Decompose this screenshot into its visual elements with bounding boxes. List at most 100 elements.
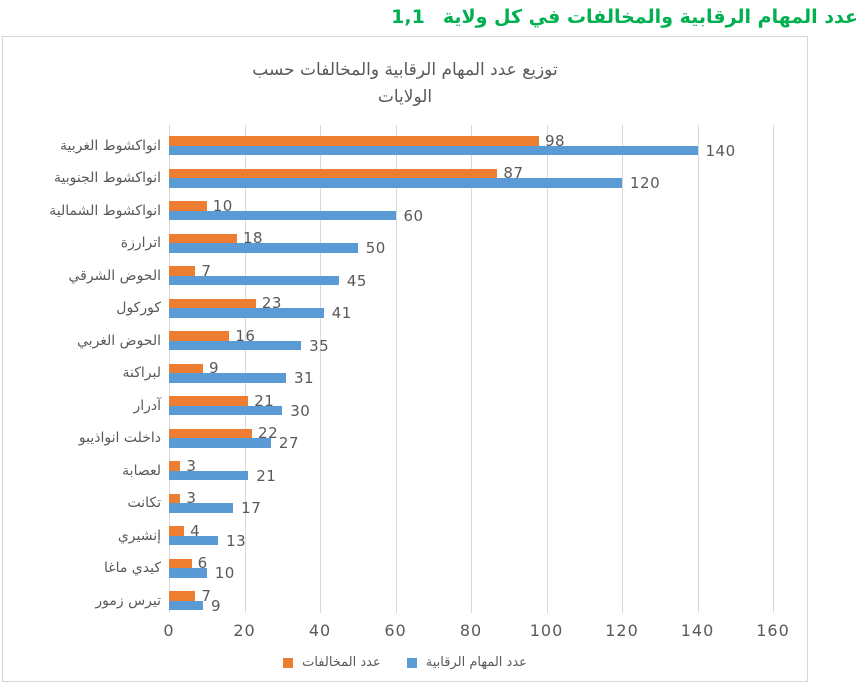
legend-swatch-missions: [406, 657, 417, 668]
gridline: [622, 125, 623, 613]
chart-legend: عدد المخالفات عدد المهام الرقابية: [3, 655, 807, 670]
chart-title-line2: الولايات: [377, 87, 433, 107]
category-label: انواكشوط الجنوبية: [54, 170, 161, 187]
category-label: كوركول: [116, 300, 161, 317]
gridline: [320, 125, 321, 613]
legend-item: عدد المخالفات: [283, 655, 381, 670]
value-label-violations: 16: [235, 326, 256, 345]
bar-violations: [169, 233, 237, 244]
bar-missions: [169, 340, 302, 351]
gridline: [546, 125, 548, 613]
bar-missions: [169, 210, 396, 221]
bar-missions: [169, 308, 324, 318]
value-label-missions: 30: [290, 401, 311, 420]
x-tick-label: 20: [233, 621, 256, 640]
bar-missions: [169, 568, 207, 578]
chart-frame: توزيع عدد المهام الرقابية والمخالفات حسب…: [2, 36, 808, 682]
value-label-missions: 27: [278, 434, 300, 453]
value-label-missions: 17: [241, 499, 262, 518]
value-label-violations: 10: [212, 196, 233, 215]
bar-violations: [169, 298, 256, 309]
value-label-violations: 18: [242, 229, 264, 248]
gridline: [395, 125, 397, 613]
bar-violations: [169, 396, 249, 406]
value-label-violations: 3: [186, 489, 197, 508]
bar-violations: [169, 461, 181, 471]
value-label-missions: 50: [365, 239, 386, 258]
bar-violations: [169, 168, 498, 179]
x-tick-label: 140: [680, 621, 715, 640]
x-tick-label: 100: [529, 621, 564, 640]
bar-missions: [169, 373, 287, 383]
bar-violations: [169, 331, 230, 341]
category-label: الحوض الشرقي: [68, 267, 161, 284]
value-label-violations: 4: [190, 521, 201, 540]
x-tick-label: 60: [384, 621, 407, 640]
bar-missions: [169, 243, 358, 253]
bar-missions: [169, 470, 249, 481]
category-label: آدرار: [133, 397, 161, 414]
x-tick-label: 160: [756, 621, 790, 640]
x-tick-label: 80: [459, 621, 483, 640]
legend-label: عدد المهام الرقابية: [425, 655, 527, 670]
value-label-missions: 21: [256, 466, 277, 485]
legend-item: عدد المهام الرقابية: [406, 655, 527, 670]
bar-missions: [169, 178, 622, 188]
gridline: [697, 125, 699, 613]
bar-missions: [169, 503, 234, 513]
gridline: [471, 125, 472, 613]
bar-missions: [169, 145, 698, 155]
value-label-violations: 9: [208, 359, 220, 378]
category-label: لبراكنة: [122, 365, 161, 382]
category-label: إنشيري: [117, 527, 161, 544]
value-label-violations: 98: [544, 131, 566, 150]
category-label: تيرس زمور: [95, 592, 161, 609]
legend-swatch-violations: [283, 657, 294, 668]
category-label: انواكشوط الشمالية: [49, 202, 161, 219]
chart-title: توزيع عدد المهام الرقابية والمخالفات حسب…: [3, 57, 807, 111]
value-label-violations: 3: [186, 456, 197, 475]
category-label: الحوض الغربي: [77, 332, 161, 349]
value-label-missions: 10: [214, 564, 235, 583]
value-label-missions: 35: [309, 336, 330, 355]
category-label: انواكشوط الغربية: [60, 137, 161, 154]
value-label-violations: 6: [197, 554, 208, 573]
value-label-missions: 31: [294, 369, 315, 388]
category-label: داخلت انواذيبو: [78, 430, 161, 447]
bar-missions: [169, 535, 219, 546]
x-tick-label: 0: [163, 621, 175, 640]
category-label: اترارزة: [120, 235, 161, 252]
value-label-missions: 45: [346, 271, 367, 290]
x-tick-label: 40: [308, 621, 332, 640]
category-label: لعصابة: [122, 462, 161, 479]
value-label-missions: 9: [210, 596, 222, 615]
legend-label: عدد المخالفات: [302, 655, 381, 670]
section-number: 1,1: [391, 6, 425, 28]
bar-violations: [169, 201, 207, 211]
bar-missions: [169, 438, 271, 448]
bar-violations: [169, 558, 192, 569]
value-label-missions: 120: [630, 174, 661, 193]
value-label-missions: 60: [403, 206, 424, 225]
bar-violations: [169, 526, 185, 536]
bar-violations: [169, 266, 196, 276]
bar-violations: [169, 136, 539, 146]
bar-missions: [169, 405, 283, 416]
x-tick-label: 120: [605, 621, 639, 640]
value-label-missions: 41: [331, 304, 352, 323]
value-label-missions: 140: [705, 141, 736, 160]
value-label-violations: 7: [201, 261, 212, 280]
value-label-violations: 7: [201, 586, 212, 605]
chart-title-line1: توزيع عدد المهام الرقابية والمخالفات حسب: [252, 60, 558, 80]
gridline: [244, 125, 246, 613]
bar-violations: [169, 591, 196, 601]
value-label-violations: 23: [261, 294, 282, 313]
section-title: عدد المهام الرقابية والمخالفات في كل ولا…: [442, 6, 858, 28]
gridline: [773, 125, 774, 613]
bar-violations: [169, 428, 253, 439]
bar-violations: [169, 363, 203, 374]
value-label-violations: 22: [258, 424, 279, 443]
bar-missions: [169, 275, 339, 286]
value-label-missions: 13: [226, 531, 247, 550]
bar-missions: [169, 600, 203, 611]
